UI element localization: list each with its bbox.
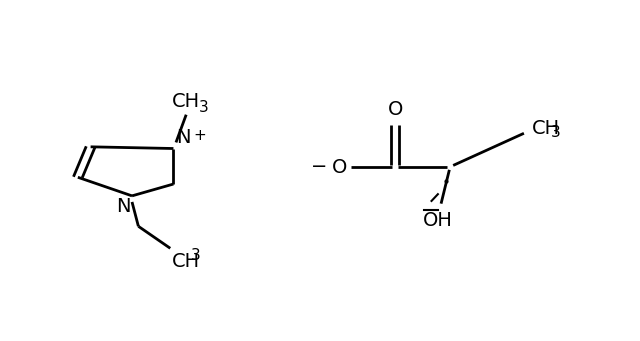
Text: 3: 3	[550, 125, 561, 140]
Text: CH: CH	[172, 92, 200, 111]
Text: N: N	[177, 128, 191, 147]
Text: 3: 3	[199, 100, 209, 115]
Text: N: N	[116, 197, 131, 216]
Text: 3: 3	[191, 248, 201, 263]
Text: OH: OH	[423, 211, 453, 230]
Text: −: −	[311, 157, 328, 176]
Text: O: O	[332, 158, 347, 177]
Text: O: O	[387, 100, 403, 119]
Text: +: +	[194, 129, 207, 144]
Text: CH: CH	[172, 252, 200, 271]
Text: CH: CH	[532, 119, 560, 138]
